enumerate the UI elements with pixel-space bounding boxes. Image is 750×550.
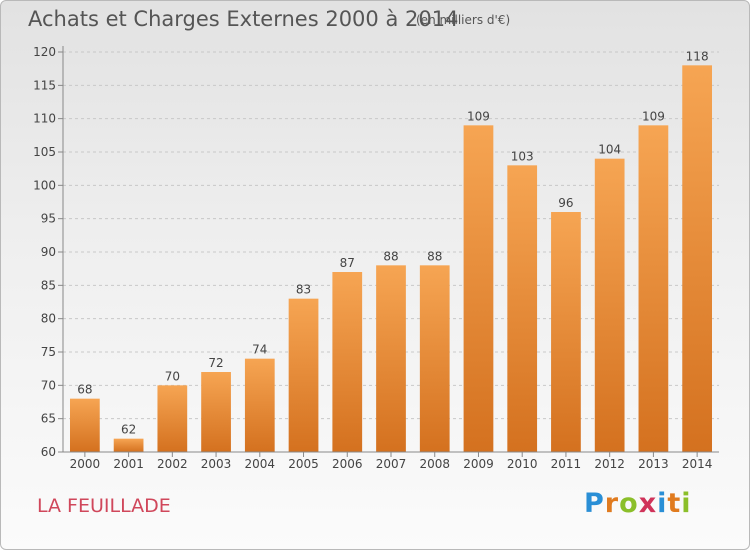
x-tick-label: 2010	[507, 457, 538, 471]
bar	[244, 358, 275, 452]
y-tick-label: 80	[41, 312, 56, 326]
bar	[463, 125, 494, 452]
bar	[507, 165, 538, 453]
y-tick-label: 95	[41, 212, 56, 226]
bar-value-label: 88	[383, 249, 398, 263]
y-tick-label: 100	[33, 178, 56, 192]
bar-value-label: 72	[208, 356, 223, 370]
logo-letter: r	[604, 488, 620, 519]
x-tick-label: 2005	[288, 457, 319, 471]
y-tick-label: 120	[33, 45, 56, 59]
bar	[113, 438, 144, 452]
x-tick-label: 2014	[682, 457, 713, 471]
bar	[682, 65, 713, 452]
x-tick-label: 2013	[638, 457, 669, 471]
bar-value-label: 103	[511, 149, 534, 163]
bar-value-label: 70	[165, 369, 180, 383]
logo-letter: x	[638, 488, 658, 519]
y-tick-label: 85	[41, 278, 56, 292]
x-tick-label: 2002	[157, 457, 188, 471]
commune-name: LA FEUILLADE	[37, 495, 171, 517]
x-tick-label: 2007	[376, 457, 407, 471]
bar	[551, 212, 581, 452]
bar	[376, 265, 406, 452]
y-tick-label: 70	[41, 378, 56, 392]
logo-letter: t	[667, 488, 682, 519]
bar	[594, 158, 625, 452]
y-tick-label: 90	[41, 245, 56, 259]
bar-value-label: 83	[296, 283, 311, 297]
x-tick-label: 2000	[70, 457, 101, 471]
logo-letter: i	[657, 488, 668, 519]
bar	[288, 298, 319, 452]
x-tick-label: 2012	[594, 457, 625, 471]
bar-value-label: 109	[642, 109, 665, 123]
x-tick-label: 2004	[245, 457, 276, 471]
x-tick-label: 2003	[201, 457, 232, 471]
bar	[201, 372, 231, 452]
bar	[638, 125, 669, 452]
logo-letter: i	[681, 488, 692, 519]
y-tick-label: 65	[41, 412, 56, 426]
bar	[157, 385, 188, 452]
y-tick-label: 110	[33, 112, 56, 126]
logo-letter: P	[584, 488, 605, 519]
bar	[332, 272, 363, 452]
x-tick-label: 2006	[332, 457, 363, 471]
y-tick-label: 60	[41, 445, 56, 459]
proxiti-logo: Proxiti	[584, 488, 692, 519]
x-tick-label: 2011	[551, 457, 582, 471]
bar-value-label: 109	[467, 109, 490, 123]
bars: 68 62 70 72 74 83 87 88 88 109 103 96 104 109 118	[69, 49, 713, 453]
chart-subtitle: (en milliers d'€)	[416, 13, 511, 27]
bar-value-label: 104	[598, 143, 621, 157]
bar-value-label: 74	[252, 343, 267, 357]
chart-title: Achats et Charges Externes 2000 à 2014	[28, 7, 459, 31]
axes: 60 65 70 75 80 85 90 95 100 105 110 115 120 2000 2001 2…	[33, 45, 719, 471]
x-tick-label: 2001	[113, 457, 144, 471]
y-tick-label: 115	[33, 78, 56, 92]
bar-value-label: 88	[427, 249, 442, 263]
x-tick-label: 2009	[463, 457, 494, 471]
bar-value-label: 87	[340, 256, 355, 270]
x-tick-label: 2008	[419, 457, 450, 471]
bar-value-label: 62	[121, 423, 136, 437]
y-tick-label: 75	[41, 345, 56, 359]
bar	[419, 265, 450, 452]
y-tick-label: 105	[33, 145, 56, 159]
logo-letter: o	[619, 488, 639, 519]
bar-value-label: 118	[686, 49, 709, 63]
bar	[69, 398, 100, 452]
bar-value-label: 68	[77, 383, 92, 397]
bar-value-label: 96	[558, 196, 573, 210]
